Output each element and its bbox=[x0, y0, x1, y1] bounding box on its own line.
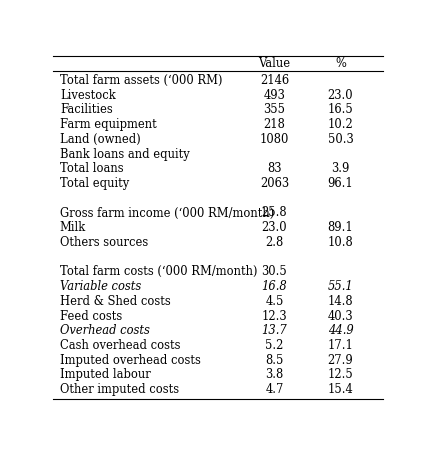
Text: 2063: 2063 bbox=[260, 177, 289, 190]
Text: Imputed labour: Imputed labour bbox=[60, 369, 151, 382]
Text: 55.1: 55.1 bbox=[328, 280, 353, 293]
Text: Total loans: Total loans bbox=[60, 162, 124, 176]
Text: Gross farm income (‘000 RM/month): Gross farm income (‘000 RM/month) bbox=[60, 207, 274, 220]
Text: 4.7: 4.7 bbox=[265, 383, 284, 396]
Text: 83: 83 bbox=[267, 162, 282, 176]
Text: Value: Value bbox=[259, 57, 291, 70]
Text: 5.2: 5.2 bbox=[265, 339, 284, 352]
Text: Total farm assets (‘000 RM): Total farm assets (‘000 RM) bbox=[60, 74, 222, 87]
Text: %: % bbox=[335, 57, 346, 70]
Text: Total farm costs (‘000 RM/month): Total farm costs (‘000 RM/month) bbox=[60, 266, 257, 279]
Text: Farm equipment: Farm equipment bbox=[60, 118, 157, 131]
Text: 16.5: 16.5 bbox=[328, 104, 353, 117]
Text: 2146: 2146 bbox=[260, 74, 289, 87]
Text: 23.0: 23.0 bbox=[262, 221, 287, 234]
Text: 2.8: 2.8 bbox=[265, 236, 284, 249]
Text: 8.5: 8.5 bbox=[265, 354, 284, 367]
Text: Variable costs: Variable costs bbox=[60, 280, 141, 293]
Text: 10.8: 10.8 bbox=[328, 236, 353, 249]
Text: Facilities: Facilities bbox=[60, 104, 112, 117]
Text: 15.4: 15.4 bbox=[328, 383, 353, 396]
Text: Overhead costs: Overhead costs bbox=[60, 324, 150, 337]
Text: 16.8: 16.8 bbox=[262, 280, 287, 293]
Text: Cash overhead costs: Cash overhead costs bbox=[60, 339, 180, 352]
Text: 12.5: 12.5 bbox=[328, 369, 353, 382]
Text: 27.9: 27.9 bbox=[328, 354, 353, 367]
Text: 23.0: 23.0 bbox=[328, 89, 353, 102]
Text: 44.9: 44.9 bbox=[328, 324, 353, 337]
Text: Milk: Milk bbox=[60, 221, 86, 234]
Text: Herd & Shed costs: Herd & Shed costs bbox=[60, 295, 170, 308]
Text: Other imputed costs: Other imputed costs bbox=[60, 383, 179, 396]
Text: 17.1: 17.1 bbox=[328, 339, 354, 352]
Text: Feed costs: Feed costs bbox=[60, 310, 122, 323]
Text: 3.9: 3.9 bbox=[331, 162, 350, 176]
Text: 25.8: 25.8 bbox=[262, 207, 287, 220]
Text: Total equity: Total equity bbox=[60, 177, 129, 190]
Text: 10.2: 10.2 bbox=[328, 118, 353, 131]
Text: 96.1: 96.1 bbox=[328, 177, 353, 190]
Text: 50.3: 50.3 bbox=[328, 133, 353, 146]
Text: 14.8: 14.8 bbox=[328, 295, 353, 308]
Text: 40.3: 40.3 bbox=[328, 310, 353, 323]
Text: 3.8: 3.8 bbox=[265, 369, 284, 382]
Text: 4.5: 4.5 bbox=[265, 295, 284, 308]
Text: 13.7: 13.7 bbox=[262, 324, 287, 337]
Text: Bank loans and equity: Bank loans and equity bbox=[60, 148, 190, 161]
Text: Others sources: Others sources bbox=[60, 236, 148, 249]
Text: Imputed overhead costs: Imputed overhead costs bbox=[60, 354, 201, 367]
Text: 218: 218 bbox=[264, 118, 285, 131]
Text: 1080: 1080 bbox=[260, 133, 289, 146]
Text: 89.1: 89.1 bbox=[328, 221, 353, 234]
Text: 355: 355 bbox=[263, 104, 285, 117]
Text: Livestock: Livestock bbox=[60, 89, 115, 102]
Text: 12.3: 12.3 bbox=[262, 310, 287, 323]
Text: 493: 493 bbox=[264, 89, 285, 102]
Text: 30.5: 30.5 bbox=[262, 266, 287, 279]
Text: Land (owned): Land (owned) bbox=[60, 133, 141, 146]
